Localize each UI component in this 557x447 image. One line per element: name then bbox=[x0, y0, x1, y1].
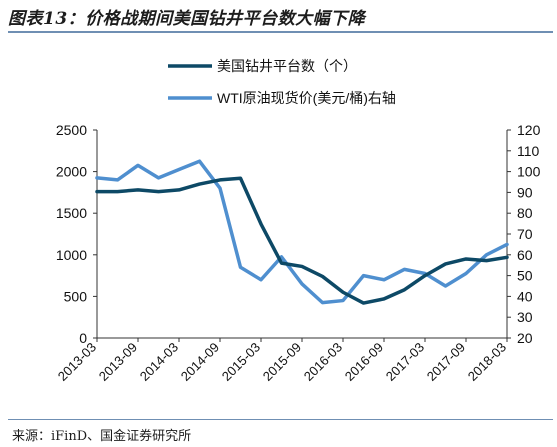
left-tick-label: 500 bbox=[64, 288, 88, 304]
x-tick-label: 2016-03 bbox=[301, 340, 345, 384]
x-tick-label: 2017-09 bbox=[424, 340, 468, 384]
right-tick-label: 30 bbox=[517, 309, 533, 325]
right-tick-label: 20 bbox=[517, 330, 533, 346]
legend-label-rig-count: 美国钻井平台数（个） bbox=[217, 58, 357, 74]
x-tick-label: 2014-09 bbox=[178, 340, 222, 384]
left-tick-label: 2000 bbox=[56, 164, 87, 180]
wti-price-line bbox=[95, 159, 509, 305]
left-tick-label: 2500 bbox=[56, 122, 87, 138]
right-tick-label: 100 bbox=[517, 164, 541, 180]
right-tick-label: 90 bbox=[517, 184, 533, 200]
title-divider bbox=[8, 31, 553, 33]
x-tick-label: 2013-09 bbox=[96, 340, 140, 384]
left-tick-label: 1500 bbox=[56, 205, 87, 221]
legend-label-wti: WTI原油现货价(美元/桶)右轴 bbox=[217, 90, 396, 106]
right-tick-label: 80 bbox=[517, 205, 533, 221]
right-tick-label: 50 bbox=[517, 268, 533, 284]
x-tick-label: 2018-03 bbox=[465, 340, 509, 384]
left-tick-label: 0 bbox=[79, 330, 87, 346]
chart-title: 图表13：价格战期间美国钻井平台数大幅下降 bbox=[8, 9, 366, 29]
source-note: 来源：iFinD、国金证券研究所 bbox=[12, 429, 192, 444]
x-tick-label: 2015-09 bbox=[260, 340, 304, 384]
right-tick-label: 120 bbox=[517, 122, 541, 138]
right-tick-label: 60 bbox=[517, 247, 533, 263]
footer-divider bbox=[8, 419, 553, 420]
x-tick-label: 2015-03 bbox=[219, 340, 263, 384]
x-tick-label: 2016-09 bbox=[342, 340, 386, 384]
x-tick-label: 2014-03 bbox=[137, 340, 181, 384]
series-lines bbox=[95, 159, 509, 305]
axes: 0 500 1000 1500 2000 2500 20 30 40 50 60 70 80 90 100 1… bbox=[55, 122, 541, 384]
legend: 美国钻井平台数（个） WTI原油现货价(美元/桶)右轴 bbox=[168, 58, 396, 106]
x-tick-label: 2013-03 bbox=[55, 340, 99, 384]
rig-count-line bbox=[95, 176, 509, 305]
title-bar: 图表13：价格战期间美国钻井平台数大幅下降 bbox=[0, 0, 557, 34]
left-tick-label: 1000 bbox=[56, 247, 87, 263]
right-tick-label: 110 bbox=[517, 143, 540, 159]
x-tick-label: 2017-03 bbox=[383, 340, 427, 384]
right-tick-label: 70 bbox=[517, 226, 533, 242]
right-tick-label: 40 bbox=[517, 288, 533, 304]
